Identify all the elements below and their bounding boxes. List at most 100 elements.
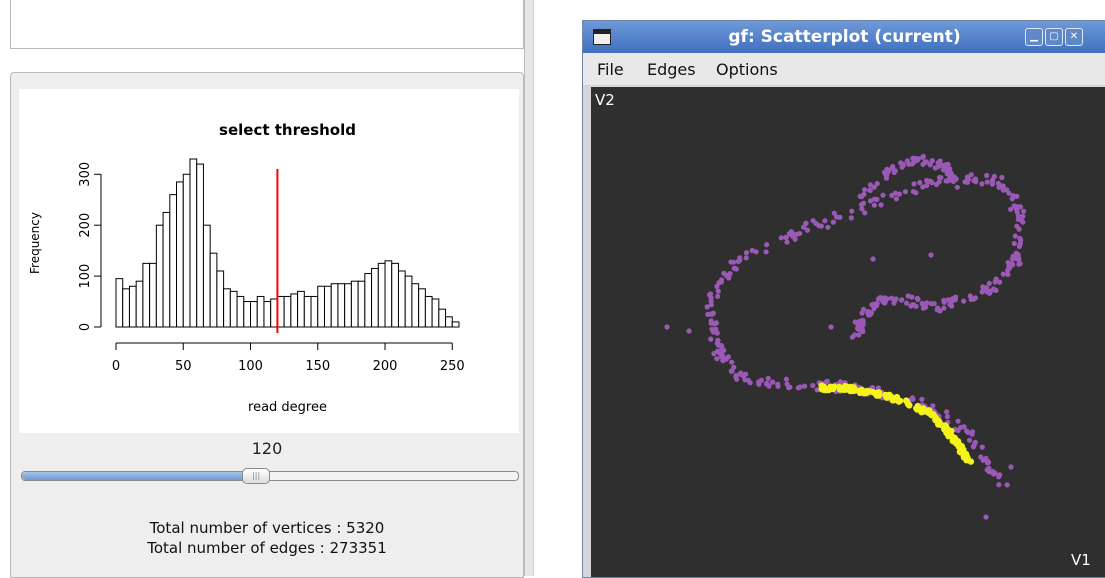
vertex-count: Total number of vertices : 5320: [149, 519, 385, 537]
scatter-point: [984, 179, 990, 185]
scatter-point: [1005, 267, 1011, 273]
scatterplot-canvas[interactable]: V2 V1: [591, 87, 1105, 577]
scatter-point: [998, 183, 1004, 189]
scatter-point: [927, 161, 933, 168]
histogram-bar: [371, 267, 379, 328]
scatter-point: [743, 250, 750, 256]
threshold-slider[interactable]: |||: [21, 468, 519, 484]
scatter-point: [880, 192, 886, 198]
scatter-point: [1015, 216, 1021, 222]
scatter-point: [1013, 206, 1020, 212]
highlighted-point: [820, 383, 828, 390]
scatter-point: [909, 294, 915, 300]
menu-options[interactable]: Options: [716, 60, 778, 79]
scatter-point: [792, 236, 798, 242]
scatter-point: [686, 328, 692, 334]
slider-thumb[interactable]: |||: [242, 468, 271, 484]
scatter-point: [972, 176, 979, 182]
y-tick-label: 0: [78, 323, 93, 331]
scatter-point: [1016, 261, 1022, 267]
scatter-point: [797, 230, 803, 237]
scatter-point: [1004, 482, 1010, 488]
scatter-point: [917, 180, 923, 186]
y-axis-label: V2: [595, 91, 615, 109]
scatter-point: [1008, 206, 1014, 212]
scatter-point: [979, 444, 985, 450]
scatter-point: [862, 187, 868, 193]
histogram-bar: [418, 288, 426, 328]
highlighted-point: [896, 397, 904, 404]
scatter-point: [990, 468, 996, 475]
scatter-point: [814, 387, 820, 393]
slider-fill: [22, 472, 256, 480]
scatter-point: [913, 190, 919, 196]
histogram-svg: select threshold 0 50 100 150 200 250 read degr…: [28, 121, 465, 415]
scatter-point: [763, 381, 769, 387]
histogram-bar: [189, 158, 198, 328]
scatter-point: [930, 403, 936, 409]
maximize-button[interactable]: ▢: [1045, 28, 1063, 46]
scatterplot-svg: [664, 153, 1027, 520]
window-menu-icon[interactable]: [593, 29, 611, 45]
scatter-point: [1006, 261, 1012, 267]
menu-edges[interactable]: Edges: [647, 60, 696, 79]
scatter-point: [1011, 240, 1017, 247]
scatter-point: [743, 371, 749, 377]
close-icon: ✕: [1069, 31, 1079, 42]
scatter-point: [837, 379, 843, 385]
scatter-point: [729, 359, 735, 365]
scatter-point: [848, 215, 854, 221]
highlighted-point: [950, 438, 958, 445]
scatter-point: [1000, 187, 1006, 193]
scatter-point: [856, 332, 862, 338]
scatter-point: [866, 312, 872, 318]
histogram-bar: [377, 262, 386, 328]
window-titlebar[interactable]: gf: Scatterplot (current) ▁ ▢ ✕: [583, 21, 1105, 53]
scatter-point: [1017, 235, 1023, 241]
scatter-point: [983, 514, 989, 520]
minimize-button[interactable]: ▁: [1025, 28, 1043, 46]
scatter-point: [708, 336, 714, 342]
scatter-point: [721, 270, 727, 276]
scatter-point: [882, 171, 888, 177]
histogram-bar: [176, 181, 184, 328]
scatter-point: [970, 444, 976, 450]
scatter-point: [708, 318, 714, 324]
scatter-point: [713, 320, 719, 326]
scatter-point: [955, 427, 961, 434]
scatter-point: [831, 210, 837, 216]
x-tick-label: 50: [175, 359, 192, 374]
scatter-point: [786, 231, 792, 237]
histogram-bar: [445, 316, 453, 328]
scatter-point: [941, 297, 947, 303]
x-axis-label: V1: [1071, 551, 1091, 569]
histogram-bar: [391, 262, 399, 328]
histogram-bar: [263, 301, 272, 328]
scatter-point: [946, 169, 952, 175]
scatter-point: [770, 379, 776, 385]
highlighted-point: [855, 387, 862, 394]
close-button[interactable]: ✕: [1065, 28, 1083, 46]
scatter-point: [886, 167, 892, 173]
scatter-point: [955, 418, 961, 424]
scatter-point: [862, 210, 868, 216]
scatter-point: [1020, 213, 1026, 219]
scatter-point: [871, 202, 877, 208]
highlighted-point: [919, 406, 927, 413]
histogram-bar: [135, 280, 144, 328]
x-tick-label: 100: [238, 359, 263, 374]
scatter-point: [749, 247, 755, 254]
scatter-point: [715, 293, 721, 299]
scatter-point: [706, 292, 713, 298]
scatter-point: [891, 300, 897, 306]
scatter-point: [726, 273, 732, 279]
scatter-point: [731, 265, 737, 271]
histogram-bar: [290, 293, 299, 328]
histogram-bar: [250, 301, 258, 328]
menu-file[interactable]: File: [597, 60, 624, 79]
scatter-point: [825, 224, 831, 230]
scatter-point: [968, 172, 974, 178]
histogram-bar: [196, 163, 204, 328]
scatter-point: [980, 457, 986, 463]
panel-scroll-edge[interactable]: [524, 0, 534, 576]
